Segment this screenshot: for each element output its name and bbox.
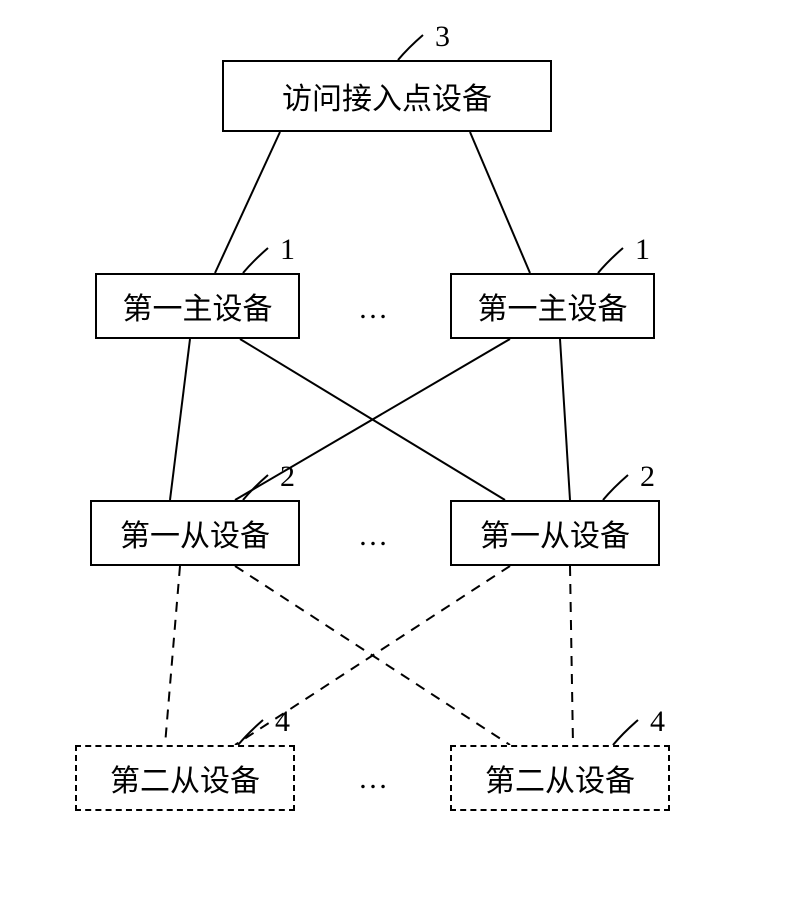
- node-master-1: 第一主设备: [95, 273, 300, 339]
- diagram-canvas: 访问接入点设备 第一主设备 第一主设备 第一从设备 第一从设备 第二从设备 第二…: [0, 0, 787, 903]
- node-slave2-1: 第二从设备: [75, 745, 295, 811]
- ellipsis-row-2: …: [358, 519, 392, 553]
- node-access-point: 访问接入点设备: [222, 60, 552, 132]
- callout-label-4b: 4: [650, 705, 665, 739]
- node-label: 第二从设备: [110, 756, 260, 800]
- callout-label-4a: 4: [275, 705, 290, 739]
- ellipsis-row-1: …: [358, 292, 392, 326]
- node-master-2: 第一主设备: [450, 273, 655, 339]
- node-slave2-2: 第二从设备: [450, 745, 670, 811]
- callout-label-1a: 1: [280, 233, 295, 267]
- ellipsis-row-3: …: [358, 762, 392, 796]
- node-label: 第一从设备: [120, 511, 270, 555]
- callout-label-2a: 2: [280, 460, 295, 494]
- node-slave-2: 第一从设备: [450, 500, 660, 566]
- node-label: 第一从设备: [480, 511, 630, 555]
- node-label: 第一主设备: [478, 284, 628, 328]
- node-slave-1: 第一从设备: [90, 500, 300, 566]
- node-label: 第二从设备: [485, 756, 635, 800]
- callout-label-2b: 2: [640, 460, 655, 494]
- node-label: 访问接入点设备: [282, 74, 492, 118]
- callout-label-1b: 1: [635, 233, 650, 267]
- callout-label-3: 3: [435, 20, 450, 54]
- node-label: 第一主设备: [123, 284, 273, 328]
